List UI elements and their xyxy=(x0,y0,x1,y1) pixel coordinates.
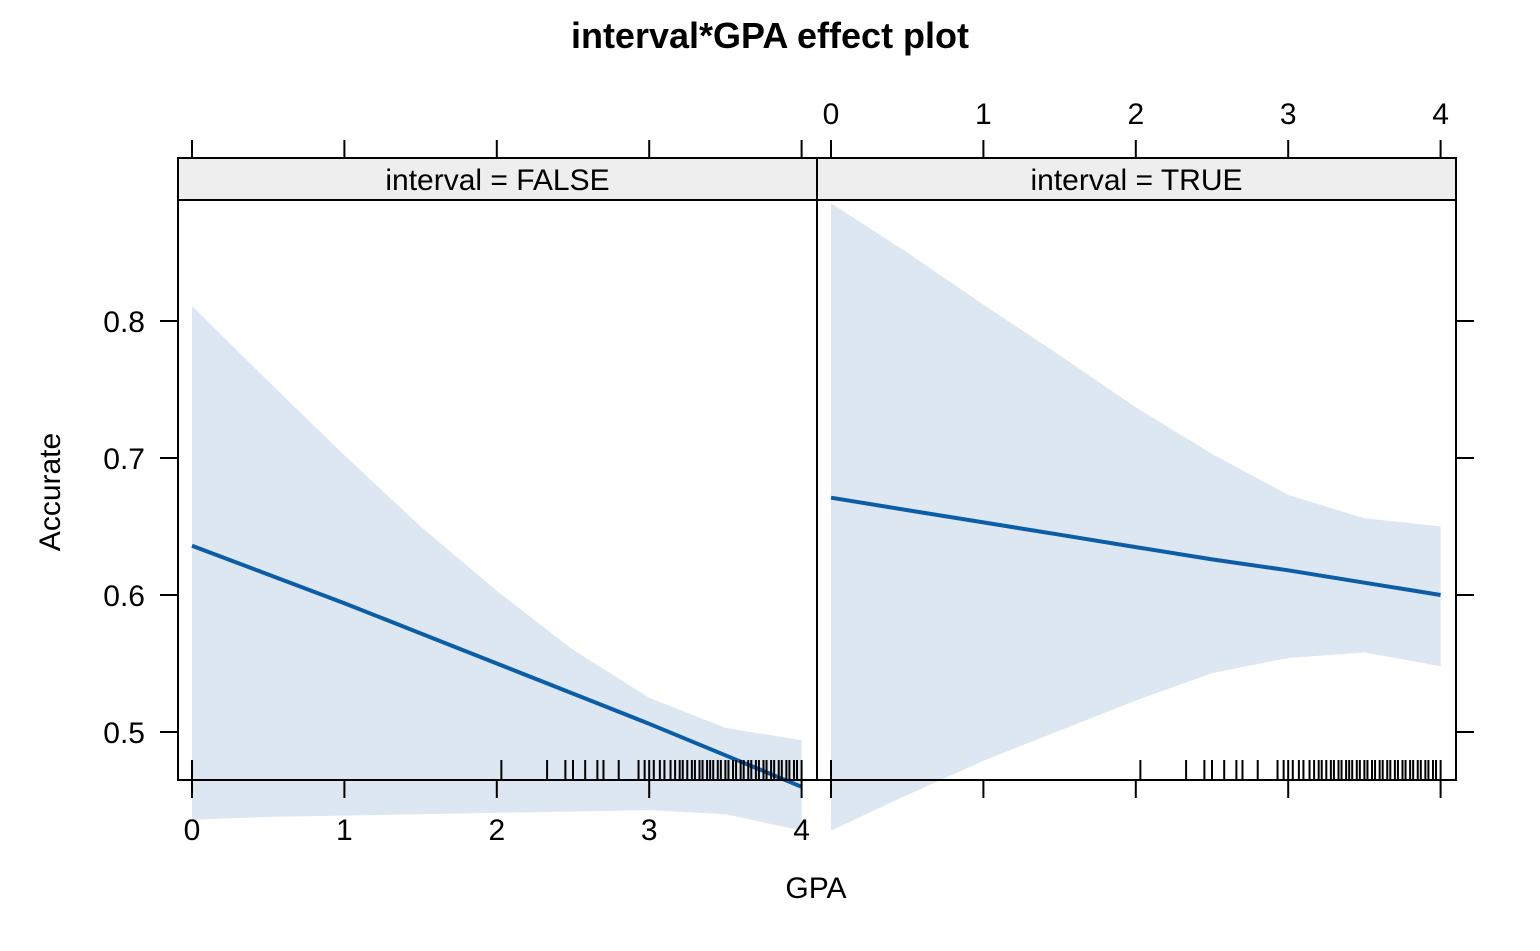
x-tick-label: 3 xyxy=(1280,98,1297,131)
x-axis-label: GPA xyxy=(785,872,846,905)
strip-box xyxy=(816,157,1457,201)
x-tick-label: 4 xyxy=(1432,98,1449,131)
y-tick-label: 0.6 xyxy=(103,580,145,613)
x-tick-label: 2 xyxy=(1127,98,1144,131)
y-axis: 0.8 0.7 0.6 0.5 xyxy=(103,306,1474,750)
y-tick-label: 0.5 xyxy=(103,717,145,750)
x-tick-label: 1 xyxy=(336,814,353,847)
y-tick-label: 0.7 xyxy=(103,443,145,476)
strip-label: interval = TRUE xyxy=(1030,164,1242,197)
rug-marks xyxy=(191,760,803,780)
y-tick-label: 0.8 xyxy=(103,306,145,339)
panels-group: interval = FALSE 0 1 2 3 4 interval = TRUE 0 1 2 3… xyxy=(177,98,1457,847)
panel-2: interval = TRUE 0 1 2 3 4 xyxy=(816,98,1457,831)
strip-box xyxy=(177,157,818,201)
confidence-band xyxy=(192,305,802,831)
rug-marks xyxy=(830,760,1442,780)
chart-title: interval*GPA effect plot xyxy=(571,15,969,56)
confidence-band xyxy=(831,203,1441,831)
strip-label: interval = FALSE xyxy=(385,164,609,197)
x-tick-label: 3 xyxy=(641,814,658,847)
x-tick-label: 4 xyxy=(793,814,810,847)
y-axis-label: Accurate xyxy=(34,433,67,551)
fit-line xyxy=(191,543,803,789)
panel-1: interval = FALSE 0 1 2 3 4 xyxy=(177,140,818,847)
x-tick-label: 1 xyxy=(975,98,992,131)
x-tick-label: 0 xyxy=(823,98,840,131)
x-tick-label: 0 xyxy=(184,814,201,847)
fit-line xyxy=(830,495,1441,597)
x-tick-label: 2 xyxy=(488,814,505,847)
